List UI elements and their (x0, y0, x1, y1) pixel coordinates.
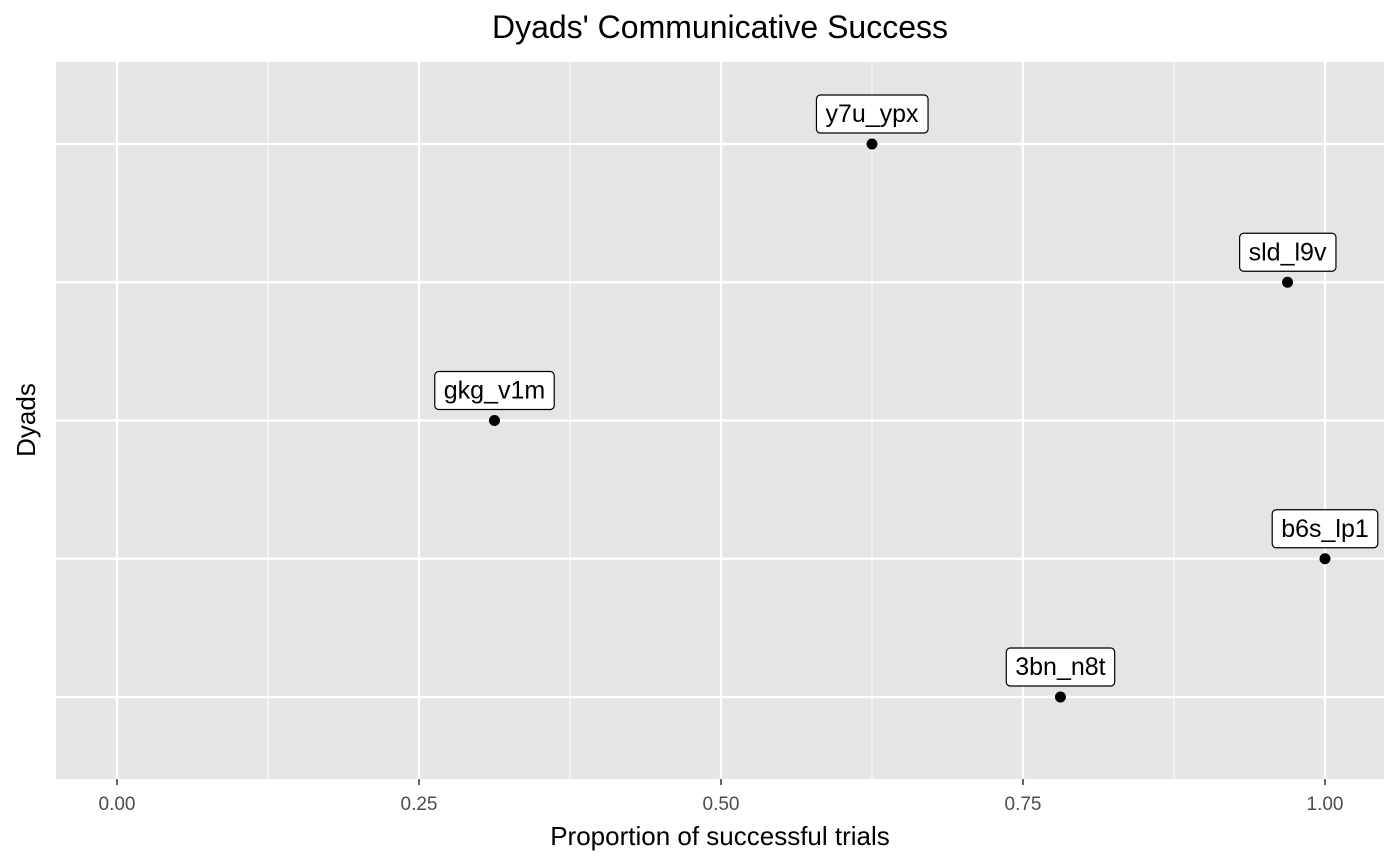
point-label: sld_l9v (1239, 232, 1337, 272)
point-label-text: gkg_v1m (444, 377, 545, 405)
data-point (1319, 553, 1331, 565)
data-point (489, 415, 500, 426)
data-point (1282, 276, 1294, 288)
point-label: gkg_v1m (434, 370, 555, 411)
x-tick-label: 1.00 (1307, 794, 1344, 815)
point-label-text: y7u_ypx (825, 100, 919, 128)
point-label-box (1271, 509, 1379, 549)
point-label-box (815, 94, 929, 134)
x-axis-ticks: 0.00 0.25 0.50 0.75 1.00 (99, 779, 1344, 815)
y-axis-title: Dyads (11, 383, 41, 457)
point-label: 3bn_n8t (1005, 647, 1116, 687)
x-axis-title: Proportion of successful trials (550, 821, 890, 851)
point-label: b6s_lp1 (1271, 509, 1379, 549)
x-tick-label: 0.25 (401, 794, 438, 815)
point-label-text: 3bn_n8t (1015, 653, 1105, 681)
chart-title: Dyads' Communicative Success (492, 9, 948, 45)
data-points: y7u_ypx sld_l9v gkg_v1m b6s_lp1 3bn_n8t (434, 94, 1379, 703)
x-tick-label: 0.75 (1005, 794, 1042, 815)
x-tick-label: 0.00 (99, 794, 136, 815)
point-label-text: sld_l9v (1249, 238, 1327, 266)
point-label-box (1005, 647, 1116, 687)
point-label: y7u_ypx (815, 94, 929, 134)
point-label-box (1239, 232, 1337, 272)
major-gridlines (56, 62, 1384, 779)
x-tick-label: 0.50 (703, 794, 740, 815)
data-point (866, 138, 878, 150)
point-label-box (434, 370, 555, 411)
point-label-text: b6s_lp1 (1281, 515, 1369, 543)
data-point (1054, 691, 1066, 703)
